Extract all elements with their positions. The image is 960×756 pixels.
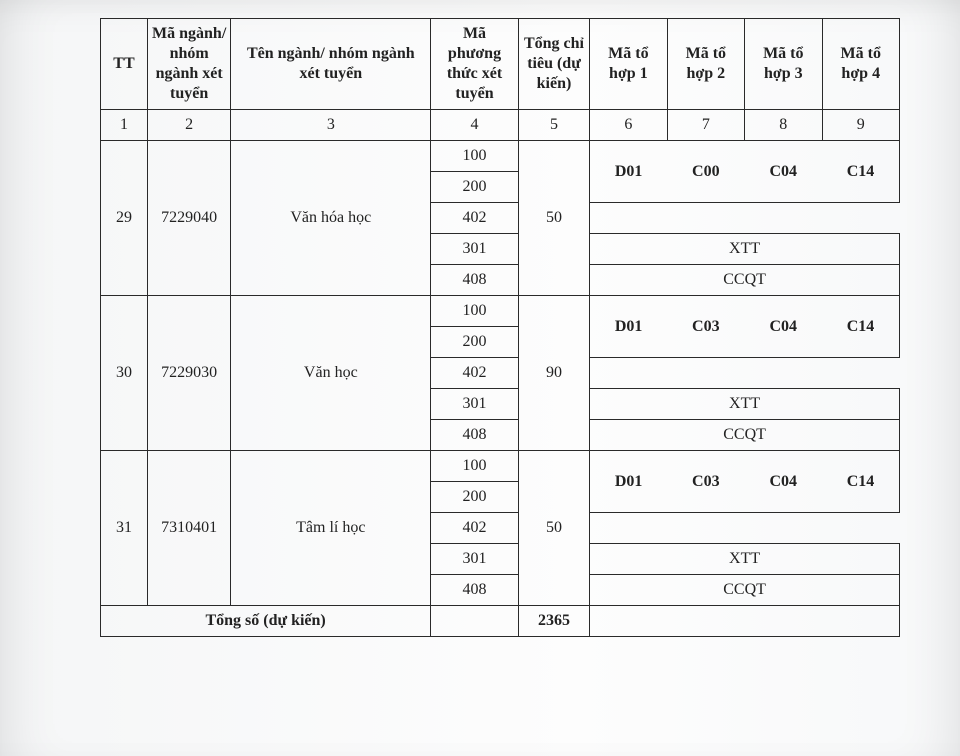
cell-code: 7310401 (147, 451, 231, 606)
cell-combo1: D01 (590, 451, 667, 513)
col-index: 9 (822, 110, 899, 141)
cell-combo4: C14 (822, 451, 899, 513)
col-header-method: Mã phương thức xét tuyển (431, 19, 519, 110)
cell-combo2: C03 (667, 451, 744, 513)
cell-quota: 90 (518, 296, 589, 451)
cell-combo4: C14 (822, 296, 899, 358)
col-index: 1 (101, 110, 148, 141)
footer-total: 2365 (518, 606, 589, 637)
col-header-combo1: Mã tổ hợp 1 (590, 19, 667, 110)
cell-method: 301 (431, 389, 519, 420)
cell-combo3: C04 (745, 141, 822, 203)
footer-label: Tổng số (dự kiến) (101, 606, 431, 637)
cell-method: 408 (431, 420, 519, 451)
cell-method: 408 (431, 265, 519, 296)
col-index: 7 (667, 110, 744, 141)
col-index-row: 1 2 3 4 5 6 7 8 9 (101, 110, 900, 141)
col-header-quota: Tổng chỉ tiêu (dự kiến) (518, 19, 589, 110)
table-row: 30 7229030 Văn học 100 90 D01 C03 C04 C1… (101, 296, 900, 327)
col-header-name: Tên ngành/ nhóm ngành xét tuyển (231, 19, 431, 110)
col-header-combo2: Mã tổ hợp 2 (667, 19, 744, 110)
cell-name: Tâm lí học (231, 451, 431, 606)
cell-combo2: C03 (667, 296, 744, 358)
page: TT Mã ngành/ nhóm ngành xét tuyển Tên ng… (0, 0, 960, 756)
table-body: 29 7229040 Văn hóa học 100 50 D01 C00 C0… (101, 141, 900, 637)
cell-combo4: C14 (822, 141, 899, 203)
cell-method: 301 (431, 544, 519, 575)
col-header-combo3: Mã tổ hợp 3 (745, 19, 822, 110)
cell-blank-span (590, 358, 900, 389)
cell-blank-span (590, 513, 900, 544)
cell-name: Văn hóa học (231, 141, 431, 296)
col-header-tt: TT (101, 19, 148, 110)
cell-ccqt: CCQT (590, 265, 900, 296)
cell-xtt: XTT (590, 234, 900, 265)
cell-method: 200 (431, 327, 519, 358)
cell-combo3: C04 (745, 451, 822, 513)
cell-name: Văn học (231, 296, 431, 451)
cell-combo2: C00 (667, 141, 744, 203)
cell-method: 408 (431, 575, 519, 606)
col-index: 6 (590, 110, 667, 141)
cell-method: 200 (431, 172, 519, 203)
cell-method: 402 (431, 513, 519, 544)
cell-code: 7229040 (147, 141, 231, 296)
cell-tt: 31 (101, 451, 148, 606)
cell-xtt: XTT (590, 389, 900, 420)
cell-method: 100 (431, 451, 519, 482)
table-header: TT Mã ngành/ nhóm ngành xét tuyển Tên ng… (101, 19, 900, 141)
table-footer-row: Tổng số (dự kiến) 2365 (101, 606, 900, 637)
cell-tt: 30 (101, 296, 148, 451)
col-index: 4 (431, 110, 519, 141)
cell-method: 100 (431, 141, 519, 172)
cell-xtt: XTT (590, 544, 900, 575)
footer-blank-right (590, 606, 900, 637)
admissions-table: TT Mã ngành/ nhóm ngành xét tuyển Tên ng… (100, 18, 900, 637)
cell-quota: 50 (518, 451, 589, 606)
col-index: 2 (147, 110, 231, 141)
footer-blank (431, 606, 519, 637)
col-index: 3 (231, 110, 431, 141)
cell-method: 301 (431, 234, 519, 265)
cell-method: 100 (431, 296, 519, 327)
cell-quota: 50 (518, 141, 589, 296)
col-header-combo4: Mã tổ hợp 4 (822, 19, 899, 110)
cell-combo3: C04 (745, 296, 822, 358)
cell-method: 402 (431, 203, 519, 234)
cell-combo1: D01 (590, 296, 667, 358)
cell-code: 7229030 (147, 296, 231, 451)
table-row: 31 7310401 Tâm lí học 100 50 D01 C03 C04… (101, 451, 900, 482)
cell-tt: 29 (101, 141, 148, 296)
cell-method: 200 (431, 482, 519, 513)
cell-method: 402 (431, 358, 519, 389)
col-header-code: Mã ngành/ nhóm ngành xét tuyển (147, 19, 231, 110)
cell-ccqt: CCQT (590, 420, 900, 451)
col-index: 5 (518, 110, 589, 141)
table-row: 29 7229040 Văn hóa học 100 50 D01 C00 C0… (101, 141, 900, 172)
col-index: 8 (745, 110, 822, 141)
cell-ccqt: CCQT (590, 575, 900, 606)
cell-combo1: D01 (590, 141, 667, 203)
cell-blank-span (590, 203, 900, 234)
